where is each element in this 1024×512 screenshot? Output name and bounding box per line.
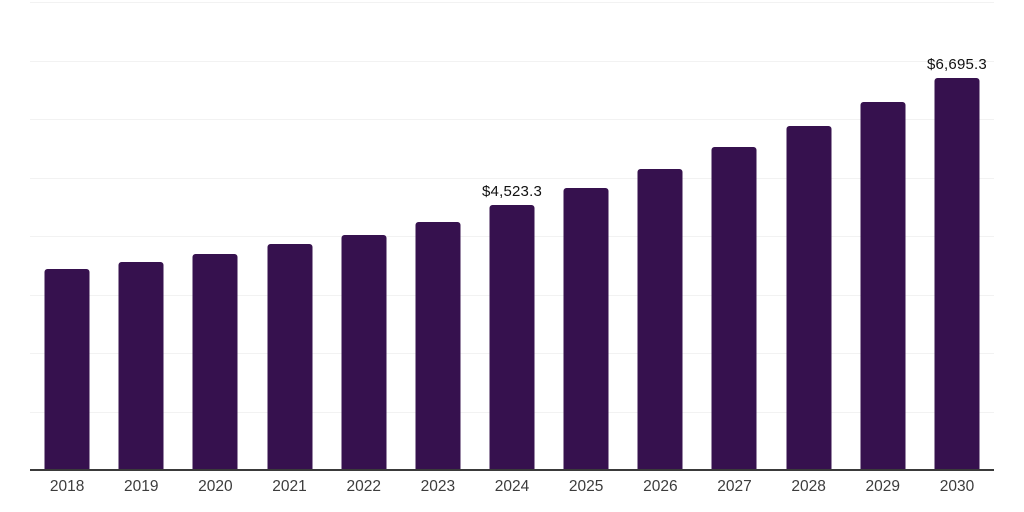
bar-2028 [786, 125, 832, 470]
x-tick-label-2019: 2019 [123, 478, 159, 495]
bar-band-2026 [623, 2, 697, 470]
bar-band-2019 [104, 2, 178, 470]
x-tick-label-2026: 2026 [643, 478, 678, 495]
bar-2029 [860, 102, 906, 470]
bar-2025 [563, 187, 609, 470]
bar-2021 [267, 243, 313, 470]
x-tick-label-2030: 2030 [939, 478, 975, 495]
gridline-5000 [30, 177, 994, 179]
x-tick-label-2029: 2029 [865, 478, 901, 495]
bar-band-2024: $4,523.3 [475, 2, 549, 470]
x-axis-line [30, 469, 994, 471]
bar-band-2023 [401, 2, 475, 470]
gridline-8000 [30, 2, 994, 3]
bar-2018 [44, 269, 90, 470]
bar-2026 [637, 168, 683, 470]
plot-area: $4,523.3 $6,695.3 [30, 2, 994, 471]
bar-2024 [489, 205, 535, 470]
x-tick-label-2022: 2022 [346, 478, 381, 495]
bars-layer: $4,523.3 $6,695.3 [30, 2, 994, 470]
bar-band-2027 [697, 2, 771, 470]
bar-band-2022 [327, 2, 401, 470]
bar-band-2020 [178, 2, 252, 470]
x-tick-label-2020: 2020 [198, 478, 233, 495]
x-axis-labels: 2018 2019 2020 2021 2022 2023 2024 2025 2026 2027… [30, 478, 994, 496]
gridline-6000 [30, 119, 994, 120]
bar-band-2030: $6,695.3 [920, 2, 994, 470]
gridline-7000 [30, 60, 994, 62]
bar-band-2029 [846, 2, 920, 470]
bar-band-2025 [549, 2, 623, 470]
bar-2030 [934, 78, 980, 470]
bar-band-2028 [772, 2, 846, 470]
x-tick-label-2024: 2024 [494, 478, 530, 495]
bar-band-2018 [30, 2, 104, 470]
bar-2022 [341, 235, 387, 470]
data-label-2030: $6,695.3 [926, 56, 987, 74]
x-tick-label-2025: 2025 [568, 478, 604, 495]
bar-2020 [192, 253, 238, 470]
data-label-2024: $4,523.3 [482, 183, 543, 201]
bar-2019 [118, 261, 164, 470]
x-tick-label-2027: 2027 [717, 478, 752, 495]
x-tick-label-2023: 2023 [420, 478, 456, 495]
x-tick-label-2021: 2021 [272, 478, 307, 495]
x-tick-label-2018: 2018 [49, 478, 85, 495]
x-tick-label-2028: 2028 [791, 478, 826, 495]
bar-band-2021 [252, 2, 326, 470]
bar-2023 [415, 222, 461, 470]
bar-2027 [711, 147, 757, 470]
